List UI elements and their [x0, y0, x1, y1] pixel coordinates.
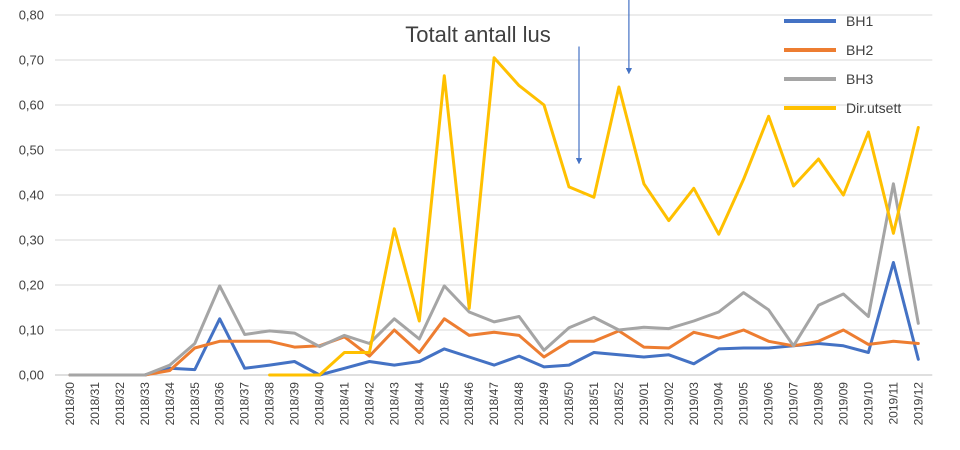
x-tick-label: 2019/05: [737, 382, 751, 426]
x-tick-label: 2018/47: [487, 382, 501, 426]
x-tick-label: 2019/01: [637, 382, 651, 426]
legend-label: BH1: [846, 13, 873, 29]
y-tick-label: 0,60: [19, 98, 44, 113]
x-tick-label: 2019/12: [911, 382, 925, 426]
x-tick-label: 2018/52: [612, 382, 626, 426]
x-tick-label: 2018/34: [163, 382, 177, 426]
legend-label: BH3: [846, 71, 873, 87]
y-axis-ticks: 0,00 0,10 0,20 0,30 0,40 0,50 0,60 0,70 0,80: [19, 8, 44, 383]
legend-label: Dir.utsett: [846, 100, 901, 116]
x-tick-label: 2019/04: [712, 382, 726, 426]
x-tick-label: 2018/32: [113, 382, 127, 426]
legend-label: BH2: [846, 42, 873, 58]
x-tick-label: 2019/10: [861, 382, 875, 426]
x-tick-label: 2018/49: [537, 382, 551, 426]
y-tick-label: 0,00: [19, 368, 44, 383]
x-tick-label: 2018/41: [337, 382, 351, 426]
x-tick-label: 2018/37: [238, 382, 252, 426]
x-tick-label: 2019/07: [787, 382, 801, 426]
x-tick-label: 2018/33: [138, 382, 152, 426]
series-line-bh3: [68, 182, 920, 377]
series-line-dir-utsett: [268, 56, 920, 377]
y-tick-label: 0,80: [19, 8, 44, 23]
legend: BH1 BH2 BH3 Dir.utsett: [784, 13, 901, 116]
y-tick-label: 0,30: [19, 233, 44, 248]
x-axis-ticks: 2018/30 2018/31 2018/32 2018/33 2018/34 2018/…: [63, 382, 925, 426]
x-tick-label: 2018/42: [362, 382, 376, 426]
x-tick-label: 2018/45: [437, 382, 451, 426]
chart-title: Totalt antall lus: [405, 22, 551, 47]
x-tick-label: 2019/02: [662, 382, 676, 426]
y-tick-label: 0,40: [19, 188, 44, 203]
y-tick-label: 0,20: [19, 278, 44, 293]
x-tick-label: 2019/09: [836, 382, 850, 426]
x-tick-label: 2018/36: [213, 382, 227, 426]
y-tick-label: 0,50: [19, 143, 44, 158]
annotation-arrows: [576, 0, 632, 165]
x-tick-label: 2018/40: [313, 382, 327, 426]
x-tick-label: 2018/46: [462, 382, 476, 426]
x-tick-label: 2018/50: [562, 382, 576, 426]
x-tick-label: 2018/43: [387, 382, 401, 426]
x-tick-label: 2019/08: [812, 382, 826, 426]
x-tick-label: 2018/35: [188, 382, 202, 426]
x-tick-label: 2019/03: [687, 382, 701, 426]
x-tick-label: 2018/31: [88, 382, 102, 426]
x-tick-label: 2018/51: [587, 382, 601, 426]
x-tick-label: 2018/44: [412, 382, 426, 426]
x-tick-label: 2018/48: [512, 382, 526, 426]
series-line-bh2: [68, 317, 920, 377]
x-tick-label: 2019/06: [762, 382, 776, 426]
y-tick-label: 0,70: [19, 53, 44, 68]
series-lines: [68, 56, 920, 377]
x-tick-label: 2018/38: [263, 382, 277, 426]
x-tick-label: 2018/39: [288, 382, 302, 426]
y-tick-label: 0,10: [19, 323, 44, 338]
x-tick-label: 2018/30: [63, 382, 77, 426]
series-line-bh1: [68, 261, 920, 377]
x-tick-label: 2019/11: [886, 382, 900, 425]
